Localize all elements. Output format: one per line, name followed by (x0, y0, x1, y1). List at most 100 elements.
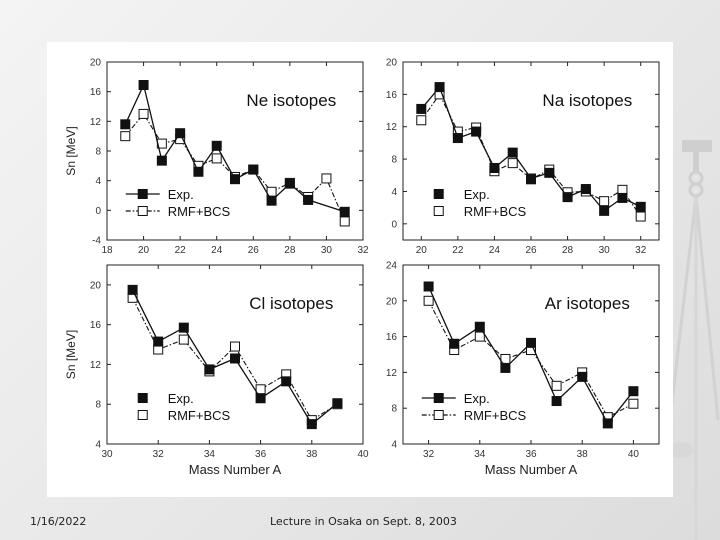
y-tick-label: 8 (391, 404, 397, 415)
x-tick-label: 36 (255, 449, 267, 460)
marker-exp (452, 133, 463, 144)
legend-label: Exp. (168, 391, 194, 406)
x-tick-label: 34 (474, 449, 486, 460)
y-tick-label: 0 (391, 219, 397, 230)
x-tick-label: 40 (628, 449, 640, 460)
x-tick-label: 30 (101, 449, 113, 460)
marker-exp (617, 192, 628, 203)
x-axis-label: Mass Number A (485, 462, 578, 477)
marker-exp (127, 284, 138, 295)
legend-label: Exp. (464, 187, 490, 202)
marker-exp (474, 321, 485, 332)
marker-exp (577, 371, 588, 382)
legend-marker-exp (137, 189, 148, 199)
marker-exp (526, 173, 536, 184)
x-tick-label: 40 (357, 449, 369, 460)
x-tick-label: 24 (211, 245, 223, 256)
y-tick-label: 12 (90, 360, 102, 371)
x-tick-label: 28 (284, 245, 296, 256)
legend-label: RMF+BCS (168, 204, 231, 219)
marker-exp (562, 192, 573, 203)
legend-marker-rmf (137, 410, 148, 420)
marker-exp (211, 140, 222, 151)
x-tick-label: 32 (423, 449, 435, 460)
marker-exp (599, 205, 610, 216)
marker-rmf-bcs (551, 380, 562, 391)
chart-title: Cl isotopes (249, 294, 333, 313)
legend-marker-exp (433, 189, 444, 199)
marker-exp (204, 364, 215, 375)
legend-marker-exp (433, 393, 444, 403)
y-tick-label: 16 (386, 90, 398, 101)
chart-title: Na isotopes (542, 91, 632, 110)
marker-exp (507, 147, 518, 158)
marker-exp (230, 174, 240, 185)
marker-exp (339, 206, 350, 217)
y-tick-label: 20 (90, 280, 102, 291)
x-axis-label: Mass Number A (189, 462, 282, 477)
marker-exp (175, 128, 186, 139)
chart-title: Ar isotopes (545, 294, 630, 313)
decorative-bar (540, 497, 552, 540)
chart-panel-ar: 32 34 36 38 40 4 8 12 16 20 24 Ar isotopes Mass Numb… (386, 261, 660, 477)
decorative-stand (666, 140, 720, 540)
x-tick-label: 30 (321, 245, 333, 256)
marker-exp (255, 393, 266, 404)
figure-panel: 18 20 22 24 26 28 30 32 -4 0 4 8 12 16 20 Ne isotopes Sn… (47, 42, 673, 497)
marker-rmf-bcs (339, 216, 350, 227)
y-tick-label: 0 (95, 206, 101, 217)
x-tick-label: 38 (577, 449, 589, 460)
marker-exp (284, 178, 295, 189)
x-tick-label: 30 (599, 245, 611, 256)
footer-lecture: Lecture in Osaka on Sept. 8, 2003 (270, 515, 457, 528)
marker-rmf-bcs (628, 398, 639, 409)
y-tick-label: 8 (95, 400, 101, 411)
legend-label: Exp. (464, 391, 490, 406)
chart-panel-ne: 18 20 22 24 26 28 30 32 -4 0 4 8 12 16 20 Ne isotopes Sn… (64, 58, 369, 257)
plot-frame (106, 264, 364, 445)
y-tick-label: 16 (90, 87, 102, 98)
marker-rmf-bcs (416, 115, 427, 126)
marker-rmf-bcs (138, 108, 149, 119)
marker-exp (230, 353, 240, 364)
marker-exp (303, 194, 314, 205)
marker-rmf-bcs (321, 173, 332, 184)
y-axis-label: Sn [MeV] (64, 330, 78, 379)
x-tick-label: 18 (101, 245, 113, 256)
y-tick-label: 12 (90, 117, 102, 128)
marker-exp (153, 336, 164, 347)
y-axis-label: Sn [MeV] (64, 126, 78, 175)
marker-exp (471, 126, 482, 137)
marker-rmf-bcs (211, 153, 222, 164)
marker-exp (120, 119, 131, 130)
series-line-rmf-bcs (124, 112, 346, 222)
marker-exp (489, 162, 500, 173)
chart-title: Ne isotopes (246, 91, 336, 110)
y-tick-label: 16 (386, 332, 398, 343)
marker-rmf-bcs (423, 295, 434, 306)
legend-label: Exp. (168, 187, 194, 202)
marker-exp (281, 376, 292, 387)
x-tick-label: 20 (416, 245, 428, 256)
marker-exp (178, 322, 189, 333)
legend-marker-rmf (137, 206, 148, 216)
y-tick-label: 8 (95, 147, 101, 158)
marker-exp (156, 155, 167, 166)
legend-label: RMF+BCS (464, 204, 527, 219)
footer-date: 1/16/2022 (30, 515, 87, 528)
x-tick-label: 26 (525, 245, 537, 256)
legend-marker-rmf (433, 410, 444, 420)
marker-rmf-bcs (120, 131, 131, 142)
marker-exp (449, 338, 460, 349)
y-tick-label: 4 (391, 187, 397, 198)
marker-exp (500, 362, 511, 373)
y-tick-label: 12 (386, 122, 398, 133)
marker-rmf-bcs (474, 331, 485, 342)
marker-exp (526, 337, 536, 348)
marker-rmf-bcs (507, 158, 518, 169)
marker-exp (248, 164, 259, 175)
y-tick-label: 4 (95, 176, 101, 187)
legend-label: RMF+BCS (464, 408, 527, 423)
legend-label: RMF+BCS (168, 408, 231, 423)
x-tick-label: 32 (153, 449, 165, 460)
